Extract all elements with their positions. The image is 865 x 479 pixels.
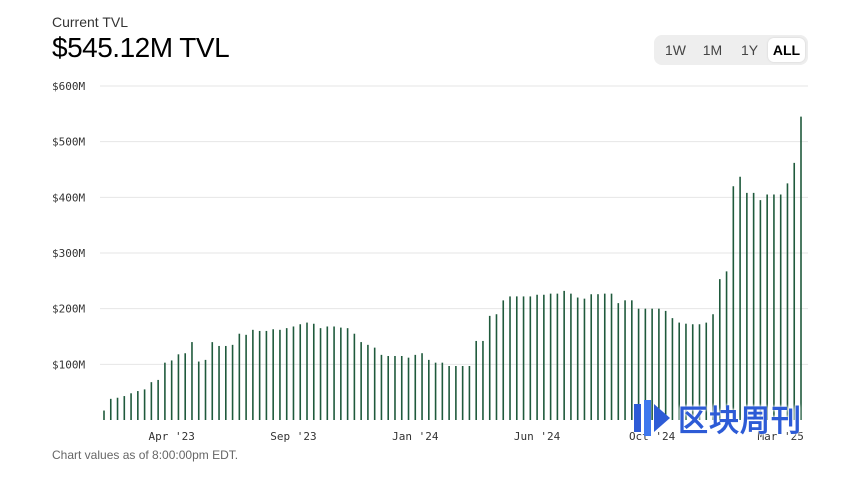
x-tick-label: Jan '24: [392, 430, 439, 443]
chart-title: $545.12M TVL: [52, 32, 230, 63]
chart-footnote: Chart values as of 8:00:00pm EDT.: [52, 448, 239, 462]
x-tick-label: Jun '24: [514, 430, 561, 443]
watermark: 区块周刊: [632, 396, 847, 440]
x-tick-label: Mar '25: [758, 430, 804, 443]
header: Current TVL $545.12M TVL: [52, 14, 230, 64]
y-tick-label: $200M: [52, 303, 85, 316]
x-tick-label: Oct '24: [629, 430, 676, 443]
y-tick-label: $600M: [52, 80, 85, 93]
y-tick-label: $500M: [52, 136, 85, 149]
y-tick-label: $400M: [52, 191, 85, 204]
y-tick-label: $100M: [52, 358, 85, 371]
range-button-all[interactable]: ALL: [768, 38, 805, 62]
range-button-1y[interactable]: 1Y: [731, 38, 768, 62]
time-range-selector: 1W 1M 1Y ALL: [654, 35, 808, 65]
x-tick-label: Sep '23: [270, 430, 316, 443]
chart-subtitle: Current TVL: [52, 14, 128, 30]
y-tick-label: $300M: [52, 247, 85, 260]
x-tick-label: Apr '23: [148, 430, 194, 443]
range-button-1w[interactable]: 1W: [657, 38, 694, 62]
watermark-logo-icon: [634, 400, 670, 436]
range-button-1m[interactable]: 1M: [694, 38, 731, 62]
watermark-text: 区块周刊: [678, 404, 802, 439]
